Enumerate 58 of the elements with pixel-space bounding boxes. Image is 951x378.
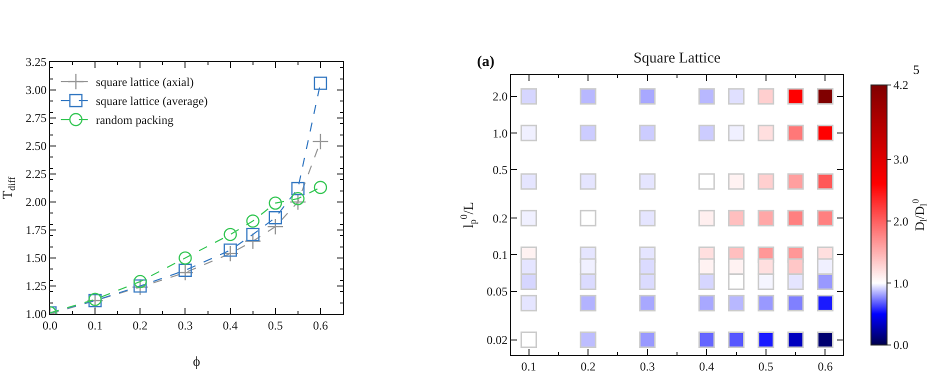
y-tick-label: 2.25	[26, 167, 47, 182]
point	[134, 274, 147, 288]
y-tick-label: 0.5	[492, 162, 508, 177]
legend-label: square lattice (average)	[96, 94, 208, 108]
point	[290, 194, 306, 210]
y-tick-label: 0.2	[492, 211, 508, 226]
point	[246, 228, 260, 242]
y-tick-label: 1.75	[26, 223, 47, 238]
point	[312, 133, 329, 150]
color-bar-label: 4.2	[893, 78, 908, 92]
point	[267, 218, 284, 235]
y-tick-label: 2.75	[26, 111, 47, 126]
y-tick-label: 2.0	[492, 90, 508, 104]
x-axis-title: ϕ	[192, 355, 200, 370]
chart-title: Square Lattice	[633, 50, 721, 66]
point	[246, 214, 260, 228]
x-tick-label: 0.3	[640, 359, 655, 374]
y-tick-label: 2.50	[26, 139, 47, 154]
text: 5	[913, 62, 920, 77]
y-tick-label: 0.1	[492, 248, 508, 262]
point	[224, 228, 237, 242]
point	[291, 182, 305, 196]
point	[178, 264, 192, 277]
y-tick-label: 1.0	[492, 126, 508, 140]
y-tick-label: 0.05	[486, 284, 508, 299]
point	[224, 244, 237, 257]
x-tick-label: 0.5	[758, 359, 774, 374]
y-tick-label: 0.02	[486, 333, 508, 347]
y-tick-label: 2.00	[26, 195, 47, 210]
point	[291, 192, 305, 206]
text: (a)	[477, 54, 494, 70]
point	[268, 196, 282, 210]
color-bar-label: 3.0	[893, 152, 908, 166]
x-tick-label: 0.1	[88, 318, 103, 332]
point	[268, 211, 282, 224]
point	[314, 180, 328, 194]
x-tick-label: 0.5	[268, 318, 283, 332]
legend-label: square lattice (axial)	[96, 75, 194, 90]
x-tick-label: 0.2	[580, 359, 596, 374]
y-tick-label: 1.25	[26, 279, 47, 294]
y-tick-label: 3.25	[26, 55, 47, 70]
y-tick-label: 1.50	[26, 251, 47, 266]
x-tick-label: 0.6	[312, 318, 328, 332]
color-bar-label: 1.0	[893, 276, 908, 290]
x-tick-label: 0.2	[132, 318, 148, 332]
color-bar-label: 0.0	[893, 338, 908, 352]
x-tick-label: 0.1	[521, 359, 536, 374]
point	[178, 251, 192, 265]
point	[314, 76, 328, 90]
x-tick-label: 0.4	[222, 318, 238, 332]
y-tick-label: 3.00	[26, 83, 47, 98]
color-bar-label: 2.0	[893, 214, 908, 228]
x-tick-label: 0.4	[699, 359, 714, 374]
x-tick-label: 0.6	[818, 359, 833, 374]
x-tick-label: 0.3	[178, 318, 193, 332]
point	[244, 232, 262, 250]
legend-label: random packing	[96, 113, 174, 128]
point	[176, 264, 194, 281]
